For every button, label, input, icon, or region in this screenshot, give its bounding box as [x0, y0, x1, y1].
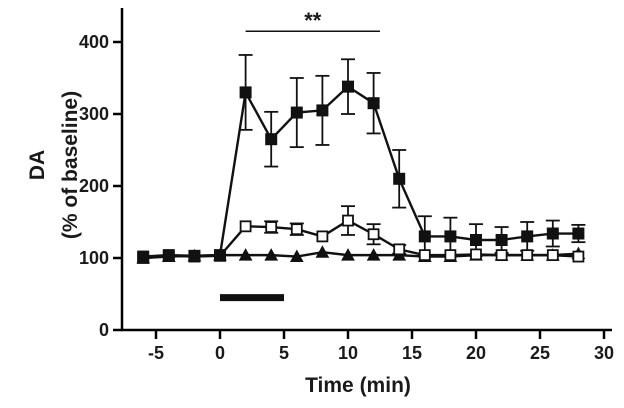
data-point: [521, 249, 534, 262]
y-tick-label: 300: [79, 104, 109, 124]
data-point: [444, 230, 457, 243]
data-point: [418, 230, 431, 243]
data-point: [316, 104, 329, 117]
data-point: [290, 223, 303, 236]
y-tick-label: 100: [79, 248, 109, 268]
data-point: [521, 230, 534, 243]
data-point: [137, 250, 150, 263]
x-tick-label: 10: [338, 343, 358, 363]
data-point: [572, 227, 585, 240]
data-point: [214, 249, 226, 262]
significance-label: **: [304, 8, 322, 33]
data-point: [315, 245, 330, 258]
y-axis-title-line2: (% of baseline): [59, 91, 82, 239]
y-axis-title-line1: DA: [26, 150, 49, 180]
data-point: [188, 249, 201, 262]
data-point: [162, 249, 175, 262]
data-point: [444, 249, 457, 262]
data-point: [239, 220, 252, 233]
x-tick-label: 30: [594, 343, 614, 363]
x-tick-label: 5: [279, 343, 289, 363]
y-tick-label: 400: [79, 32, 109, 52]
data-point: [265, 221, 278, 233]
data-point: [572, 250, 585, 263]
data-point: [239, 86, 252, 99]
x-tick-label: 0: [215, 343, 225, 363]
data-point: [393, 172, 406, 185]
data-point: [470, 248, 482, 261]
data-point: [342, 214, 354, 227]
data-point: [470, 234, 482, 246]
x-tick-label: -5: [148, 343, 164, 363]
plot-area: 0 100 200 300 400 -5 0 5 10 15 20 25 30 **: [79, 8, 614, 363]
data-point: [367, 228, 380, 241]
data-point: [418, 249, 431, 262]
data-point: [342, 80, 354, 93]
data-point: [238, 248, 253, 261]
x-axis-title: Time (min): [305, 374, 411, 397]
data-point: [546, 249, 559, 262]
x-tick-label: 15: [402, 343, 422, 363]
data-point: [393, 243, 406, 256]
data-point: [264, 248, 279, 261]
data-point: [316, 230, 329, 243]
data-point: [495, 249, 508, 262]
y-tick-label: 0: [99, 320, 109, 340]
data-point: [546, 227, 559, 240]
data-point: [265, 133, 278, 146]
y-tick-label: 200: [79, 176, 109, 196]
data-point: [366, 248, 381, 261]
data-point: [290, 106, 303, 119]
data-point: [289, 249, 304, 263]
x-tick-label: 25: [530, 343, 550, 363]
series-line: [143, 85, 579, 258]
data-point: [367, 97, 380, 110]
data-point: [495, 234, 508, 246]
x-tick-label: 20: [466, 343, 486, 363]
data-point: [341, 248, 355, 261]
